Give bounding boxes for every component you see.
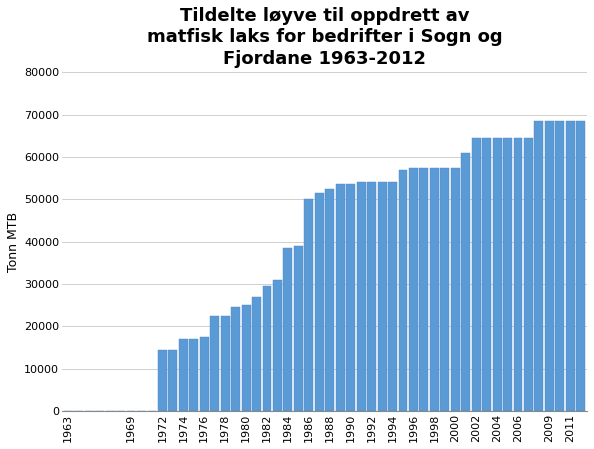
- Bar: [555, 121, 564, 411]
- Bar: [388, 182, 397, 411]
- Bar: [158, 349, 167, 411]
- Bar: [378, 182, 387, 411]
- Bar: [462, 153, 470, 411]
- Bar: [210, 316, 219, 411]
- Bar: [440, 167, 449, 411]
- Bar: [179, 339, 188, 411]
- Bar: [169, 349, 178, 411]
- Bar: [283, 248, 292, 411]
- Title: Tildelte løyve til oppdrett av
matfisk laks for bedrifter i Sogn og
Fjordane 196: Tildelte løyve til oppdrett av matfisk l…: [147, 7, 503, 68]
- Bar: [221, 316, 230, 411]
- Bar: [399, 170, 407, 411]
- Bar: [336, 185, 345, 411]
- Bar: [252, 297, 261, 411]
- Bar: [346, 185, 355, 411]
- Bar: [242, 305, 251, 411]
- Bar: [200, 337, 208, 411]
- Bar: [315, 193, 324, 411]
- Bar: [326, 189, 334, 411]
- Bar: [304, 199, 313, 411]
- Bar: [576, 121, 585, 411]
- Bar: [273, 280, 282, 411]
- Bar: [524, 138, 533, 411]
- Bar: [231, 307, 240, 411]
- Bar: [430, 167, 439, 411]
- Bar: [451, 167, 460, 411]
- Bar: [482, 138, 491, 411]
- Bar: [535, 121, 544, 411]
- Bar: [419, 167, 428, 411]
- Bar: [514, 138, 523, 411]
- Bar: [566, 121, 575, 411]
- Bar: [503, 138, 512, 411]
- Bar: [356, 182, 365, 411]
- Bar: [492, 138, 501, 411]
- Bar: [189, 339, 198, 411]
- Bar: [472, 138, 481, 411]
- Bar: [294, 246, 303, 411]
- Bar: [409, 167, 418, 411]
- Bar: [367, 182, 376, 411]
- Bar: [263, 286, 271, 411]
- Bar: [545, 121, 554, 411]
- Y-axis label: Tonn MTB: Tonn MTB: [7, 211, 20, 272]
